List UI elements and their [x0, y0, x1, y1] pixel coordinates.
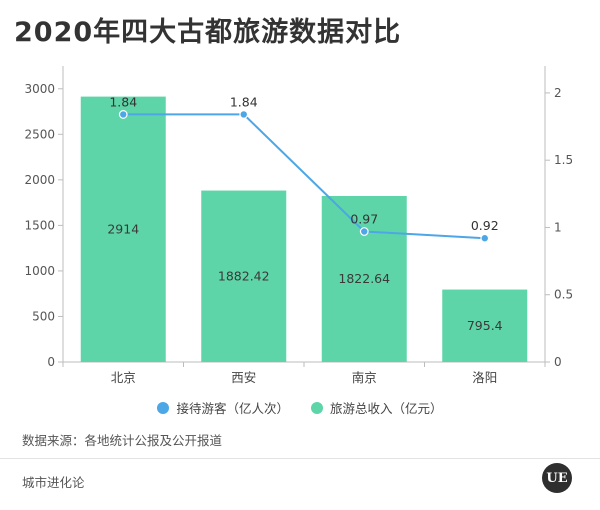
legend-item-visitors[interactable]: 接待游客（亿人次）: [157, 398, 289, 417]
visitors-point-value-label: 1.84: [109, 94, 137, 109]
data-source-note: 数据来源：各地统计公报及公开报道: [22, 433, 223, 448]
y-left-tick-label: 500: [32, 309, 55, 323]
visitors-point-value-label: 0.97: [350, 211, 378, 226]
visitors-point-value-label: 1.84: [230, 94, 258, 109]
legend-item-revenue[interactable]: 旅游总收入（亿元）: [311, 398, 443, 417]
brand-logo-icon: UE: [542, 463, 572, 493]
x-category-label: 西安: [231, 370, 256, 385]
revenue-bar: [201, 190, 287, 362]
revenue-bar-value-label: 1822.64: [338, 271, 390, 286]
legend-label-revenue: 旅游总收入（亿元）: [330, 401, 443, 416]
chart-area: 0 500 1000 1500 2000 2500 3000 0 0.5 1 1.5 2 北京 西安 南京 洛…: [24, 66, 573, 385]
y-left-tick-label: 3000: [24, 82, 55, 96]
y-left-tick-label: 2000: [24, 173, 55, 187]
y-right-tick-label: 0: [554, 355, 562, 369]
visitors-point: [239, 110, 249, 119]
revenue-bar: [321, 195, 407, 362]
visitors-point-value-label: 0.92: [471, 218, 499, 233]
revenue-bar-value-label: 795.4: [467, 318, 503, 333]
y-left-tick-label: 1000: [24, 264, 55, 278]
y-left-tick-label: 2500: [24, 127, 55, 141]
legend-dot-visitors: [157, 401, 170, 414]
y-left-tick-label: 0: [47, 355, 55, 369]
x-category-label: 洛阳: [472, 370, 497, 385]
revenue-bar: [442, 289, 528, 362]
chart-legend: 接待游客（亿人次） 旅游总收入（亿元）: [0, 398, 600, 417]
revenue-bar-value-label: 2914: [107, 221, 139, 236]
x-category-label: 北京: [111, 370, 136, 385]
y-left-tick-label: 1500: [24, 218, 55, 232]
visitors-point: [118, 110, 128, 119]
revenue-bar: [80, 96, 166, 363]
chart-title: 2020年四大古都旅游数据对比: [14, 17, 402, 48]
visitors-point: [359, 227, 369, 236]
y-right-tick-label: 1.5: [554, 153, 573, 167]
legend-dot-revenue: [311, 401, 323, 414]
visitors-line: [123, 113, 485, 240]
y-right-tick-label: 2: [554, 86, 562, 100]
footer-divider: [0, 458, 600, 459]
legend-label-visitors: 接待游客（亿人次）: [176, 401, 289, 416]
x-category-label: 南京: [352, 370, 377, 385]
y-right-tick-label: 0.5: [554, 288, 573, 302]
y-right-tick-label: 1: [554, 220, 562, 234]
visitors-point: [480, 233, 490, 243]
revenue-bar-value-label: 1882.42: [218, 268, 270, 283]
footer-brand: 城市进化论: [22, 475, 85, 490]
